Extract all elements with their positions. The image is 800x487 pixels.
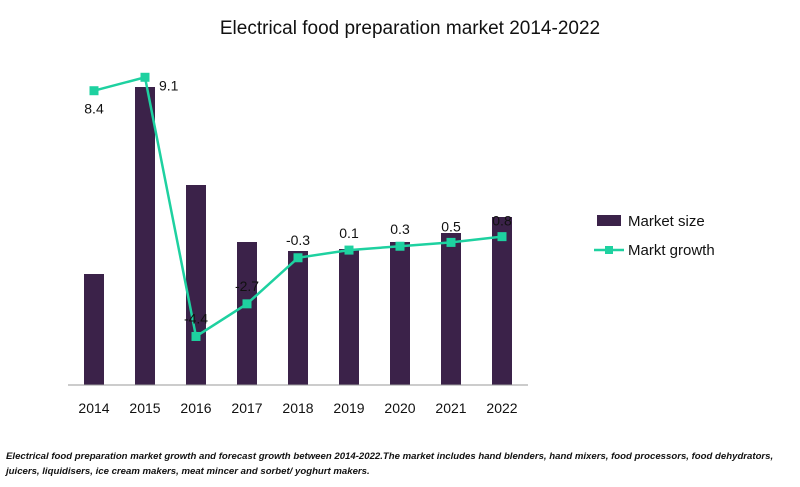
growth-data-label-2022: 0.8 (492, 213, 512, 229)
bar-2017 (237, 242, 257, 385)
growth-line-layer (89, 72, 507, 341)
growth-data-label-2017: -2.7 (235, 278, 259, 294)
x-tick-label-2020: 2020 (384, 400, 415, 416)
bar-2015 (135, 87, 155, 385)
labels-layer: 8.4 9.1 -4.4 -2.7 -0.3 0.1 0.3 0.5 0.8 2014 2015 20… (78, 77, 517, 416)
legend-label-market-size: Market size (628, 213, 705, 230)
growth-point-2018 (293, 253, 303, 263)
growth-point-2022 (497, 232, 507, 242)
bar-2016 (186, 185, 206, 385)
legend: Market size Markt growth (594, 213, 715, 259)
x-tick-label-2021: 2021 (435, 400, 466, 416)
x-tick-label-2019: 2019 (333, 400, 364, 416)
legend-label-growth: Markt growth (628, 242, 715, 259)
growth-data-label-2015: 9.1 (159, 77, 179, 93)
x-tick-label-2018: 2018 (282, 400, 313, 416)
x-tick-label-2014: 2014 (78, 400, 109, 416)
growth-point-2020 (395, 241, 405, 251)
x-tick-label-2022: 2022 (486, 400, 517, 416)
growth-data-label-2021: 0.5 (441, 218, 461, 234)
growth-point-2021 (446, 237, 456, 247)
growth-point-2016 (191, 331, 201, 341)
bar-2019 (339, 249, 359, 385)
growth-point-2019 (344, 245, 354, 255)
bar-2020 (390, 242, 410, 385)
legend-marker-growth (605, 246, 613, 254)
bar-2022 (492, 217, 512, 385)
bars-layer (84, 87, 512, 385)
growth-data-label-2016: -4.4 (184, 310, 208, 326)
legend-swatch-market-size (597, 215, 621, 226)
growth-point-2015 (140, 72, 150, 82)
growth-point-2017 (242, 299, 252, 309)
chart-title: Electrical food preparation market 2014-… (219, 18, 601, 39)
growth-data-label-2018: -0.3 (286, 232, 310, 248)
chart-caption: Electrical food preparation market growt… (6, 451, 774, 477)
x-tick-label-2015: 2015 (129, 400, 160, 416)
growth-data-label-2020: 0.3 (390, 221, 410, 237)
growth-data-label-2014: 8.4 (84, 101, 104, 117)
growth-data-label-2019: 0.1 (339, 225, 359, 241)
x-tick-label-2016: 2016 (180, 400, 211, 416)
growth-point-2014 (89, 86, 99, 96)
x-tick-label-2017: 2017 (231, 400, 262, 416)
bar-2018 (288, 251, 308, 385)
bar-2021 (441, 233, 461, 385)
bar-2014 (84, 274, 104, 385)
